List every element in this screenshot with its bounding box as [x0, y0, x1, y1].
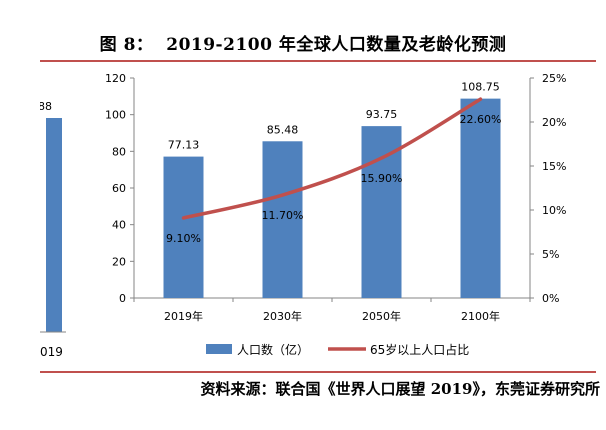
source-note: 资料来源：联合国《世界人口展望 2019》，东莞证券研究所 — [200, 380, 600, 398]
y-left-tick-label: 80 — [112, 145, 126, 158]
y-left-tick-label: 100 — [105, 109, 126, 122]
bottom-divider — [40, 371, 596, 373]
bar — [361, 126, 402, 298]
legend-bar-swatch — [206, 344, 232, 354]
y-right-tick-label: 0% — [542, 292, 559, 305]
line-series-path — [181, 97, 483, 220]
bar — [163, 156, 204, 298]
y-right-tick-label: 25% — [542, 72, 566, 85]
line-data-label: 15.90% — [361, 172, 403, 185]
legend-line-label: 65岁以上人口占比 — [370, 342, 469, 357]
y-right-tick-label: 5% — [542, 248, 559, 261]
y-left-tick-label: 0 — [119, 292, 126, 305]
bar — [460, 98, 501, 298]
y-left-tick-label: 20 — [112, 255, 126, 268]
x-tick-label: 2050年 — [362, 309, 401, 323]
top-divider — [40, 60, 596, 62]
clip-mask — [0, 90, 40, 370]
y-left-tick-label: 40 — [112, 219, 126, 232]
clipped-neighbour-year: 019 — [40, 345, 63, 359]
line-data-label: 11.70% — [262, 209, 304, 222]
line-data-label: 9.10% — [166, 232, 201, 245]
x-tick-label: 2030年 — [263, 309, 302, 323]
bar — [262, 141, 303, 298]
x-tick-label: 2019年 — [164, 309, 203, 323]
bar-data-label: 108.75 — [461, 81, 500, 94]
figure-title: 图 8： 2019-2100 年全球人口数量及老龄化预测 — [99, 35, 507, 55]
y-right-tick-label: 10% — [542, 204, 566, 217]
x-tick-label: 2100年 — [461, 309, 500, 323]
y-left-tick-label: 120 — [105, 72, 126, 85]
line-data-label: 22.60% — [460, 113, 502, 126]
y-right-tick-label: 15% — [542, 160, 566, 173]
legend-bar-label: 人口数（亿） — [237, 342, 309, 357]
y-right-tick-label: 20% — [542, 116, 566, 129]
y-left-tick-label: 60 — [112, 182, 126, 195]
bar-data-label: 77.13 — [168, 139, 200, 152]
bar-data-label: 93.75 — [366, 108, 398, 121]
clipped-neighbour-bar — [46, 118, 62, 332]
bar-data-label: 85.48 — [267, 123, 299, 136]
